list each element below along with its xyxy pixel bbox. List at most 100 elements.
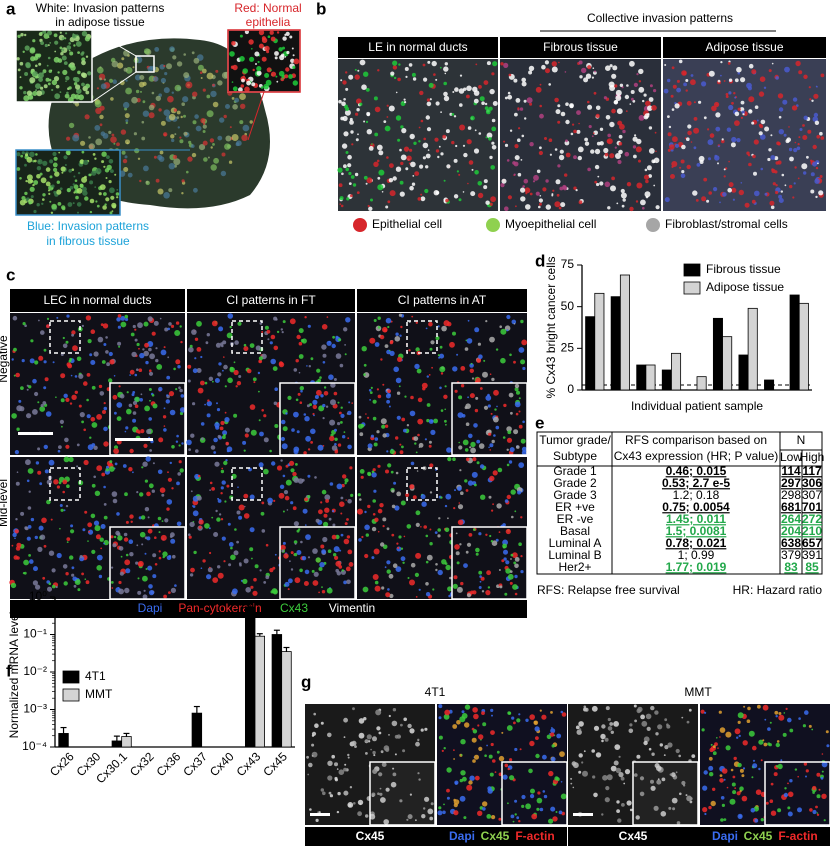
cell-dot (110, 169, 114, 174)
cell-dot (475, 63, 478, 66)
tissue-dot (176, 116, 180, 119)
panel-label: f (6, 661, 12, 680)
cell-dot (151, 394, 155, 397)
cell-dot (515, 412, 519, 416)
cell-dot (458, 88, 465, 94)
cell-dot (531, 813, 538, 820)
cell-dot (476, 358, 482, 363)
cell-dot (500, 62, 504, 66)
tissue-dot (202, 140, 208, 146)
cell-dot (269, 449, 272, 453)
cell-dot (81, 324, 84, 327)
cell-dot (615, 89, 622, 96)
cell-dot (813, 112, 819, 118)
cell-dot (523, 178, 529, 184)
cell-dot (170, 532, 175, 538)
tissue-dot (181, 192, 184, 195)
cell-dot (560, 202, 566, 208)
cell-dot (374, 437, 379, 441)
annotation-blue: Blue: Invasion patterns (27, 219, 149, 233)
cell-dot (337, 422, 341, 426)
cell-dot (820, 776, 824, 780)
cell-dot (40, 177, 47, 184)
cell-dot (30, 517, 35, 522)
tissue-dot (140, 90, 142, 93)
cell-dot (667, 132, 672, 137)
cell-dot (341, 143, 348, 149)
cell-dot (291, 428, 295, 432)
cell-dot (198, 519, 204, 525)
cell-dot (559, 751, 565, 757)
cell-dot (415, 522, 420, 528)
cell-dot (443, 713, 450, 720)
cell-dot (84, 578, 87, 580)
cell-dot (320, 501, 323, 504)
cell-dot (339, 203, 342, 206)
cell-dot (382, 525, 385, 528)
cell-dot (272, 366, 278, 371)
cell-dot (336, 810, 340, 814)
cell-dot (60, 166, 66, 172)
cell-dot (326, 316, 329, 318)
cell-dot (679, 792, 682, 796)
bar (661, 369, 672, 391)
cell-dot (382, 433, 387, 438)
cell-dot (16, 167, 21, 171)
cell-dot (148, 417, 152, 421)
cell-dot (89, 198, 95, 204)
cell-dot (594, 180, 598, 184)
cell-dot (230, 554, 236, 561)
cell-dot (343, 767, 347, 772)
cell-dot (441, 749, 444, 753)
roi-link (247, 91, 265, 141)
cell-dot (59, 527, 61, 530)
cell-dot (395, 166, 402, 172)
cell-dot (218, 513, 222, 516)
cell-dot (343, 538, 350, 545)
cell-dot (335, 335, 339, 339)
tissue-dot (100, 83, 107, 90)
cell-dot (648, 126, 653, 130)
cell-dot (24, 33, 27, 37)
cell-dot (243, 343, 247, 347)
cell-dot (239, 34, 243, 38)
cell-dot (737, 813, 743, 820)
cell-dot (66, 188, 71, 193)
cell-dot (400, 723, 403, 727)
cell-dot (638, 159, 641, 163)
cell-dot (770, 205, 775, 210)
cell-dot (345, 107, 350, 111)
cell-dot (147, 528, 153, 534)
cell-dot (269, 568, 274, 573)
cell-dot (372, 513, 376, 516)
cell-dot (636, 182, 643, 189)
cell-dot (340, 496, 344, 500)
cell-dot (236, 510, 241, 515)
y-tick-label: 75 (561, 257, 575, 271)
cell-dot (366, 177, 373, 184)
cell-dot (497, 467, 503, 473)
cell-dot (223, 460, 228, 466)
cell-dot (457, 486, 462, 491)
cell-dot (816, 812, 819, 814)
cell-dot (506, 494, 511, 500)
cell-dot (103, 192, 107, 196)
cell-dot (98, 574, 103, 579)
cell-dot (491, 72, 495, 76)
tissue-dot (139, 179, 142, 183)
tissue-dot (239, 120, 244, 125)
cell-dot (655, 150, 657, 153)
cell-dot (511, 716, 515, 720)
tissue-dot (206, 94, 211, 99)
cell-dot (337, 791, 341, 796)
cell-dot (211, 320, 218, 327)
bar (747, 307, 758, 391)
cell-dot (406, 155, 412, 161)
cell-dot (570, 782, 573, 785)
cell-dot (387, 200, 391, 204)
cell-dot (129, 369, 135, 375)
cell-dot (714, 155, 720, 161)
cell-dot (490, 196, 496, 203)
cell-dot (521, 450, 527, 456)
cell-dot (618, 755, 621, 758)
